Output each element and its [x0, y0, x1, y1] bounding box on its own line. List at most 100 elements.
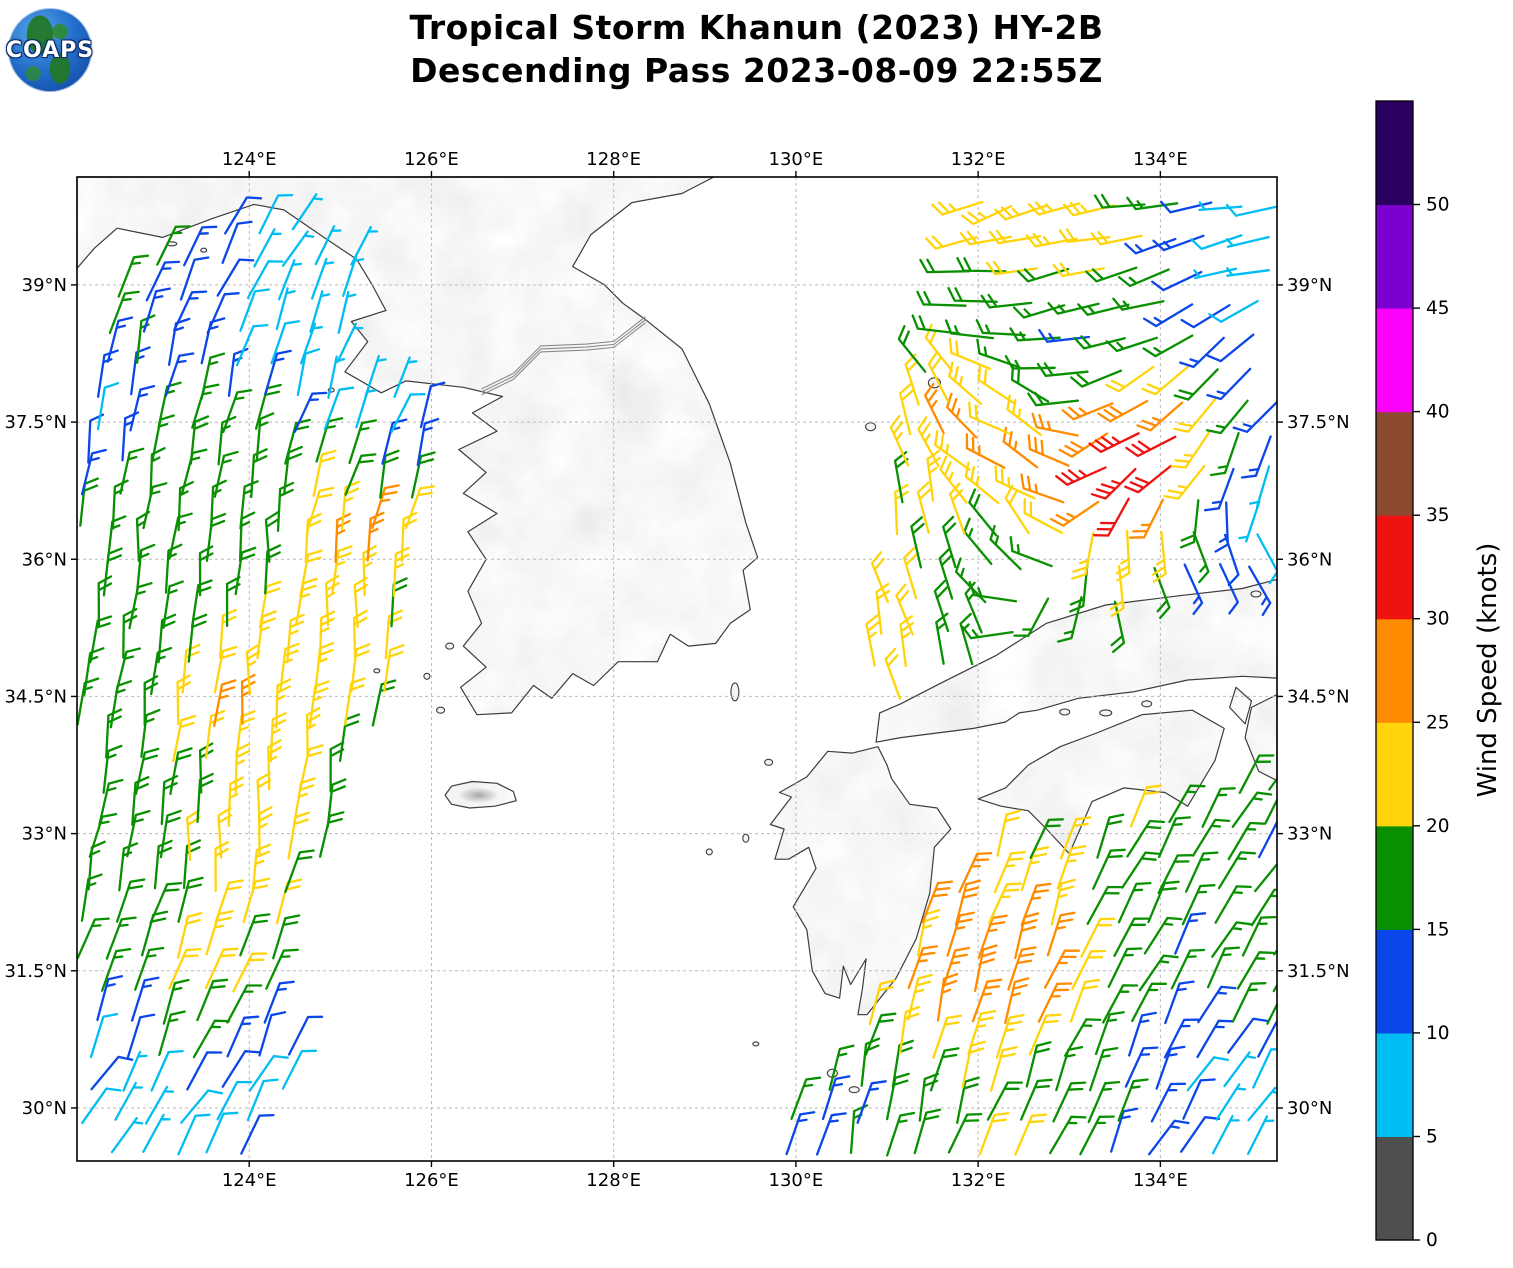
wind-barb [158, 1010, 186, 1057]
wind-barb [293, 777, 316, 826]
wind-barb [1170, 431, 1211, 469]
wind-barb [264, 349, 292, 396]
wind-barb [1246, 1115, 1275, 1156]
colorbar-segment [1376, 515, 1413, 620]
wind-barb [868, 979, 896, 1026]
colorbar-segment [1376, 722, 1413, 827]
wind-barb [283, 445, 303, 496]
wind-barb [886, 1111, 916, 1157]
wind-barb [1036, 362, 1089, 377]
wind-barb [245, 643, 261, 696]
wind-barb [1023, 498, 1064, 534]
wind-barb [1227, 1017, 1269, 1054]
wind-barb [1097, 399, 1149, 423]
wind-barb [899, 383, 914, 436]
small-island [742, 833, 750, 843]
x-tick-label-top: 134°E [1133, 149, 1188, 170]
wind-barb [276, 481, 295, 532]
wind-barb [895, 583, 914, 636]
wind-barb [308, 680, 330, 730]
wind-barb [924, 323, 954, 372]
map-frame [76, 176, 1278, 1162]
wind-barb [150, 646, 173, 696]
wind-barb [80, 448, 107, 496]
small-island [200, 247, 208, 253]
wind-barb [1206, 946, 1241, 989]
colorbar-segment [1376, 308, 1413, 413]
wind-barb-swath-yellow-sea-swath [77, 193, 446, 1156]
wind-barb [1061, 402, 1114, 421]
wind-barb [379, 449, 400, 499]
wind-barb [81, 1087, 122, 1125]
wind-barb [168, 512, 193, 560]
y-tick-label-left: 37.5°N [4, 412, 67, 433]
wind-barb [1223, 1051, 1257, 1088]
wind-barb [324, 574, 340, 627]
wind-barb [1062, 201, 1116, 217]
wind-barb [168, 947, 202, 990]
wind-barb [821, 1075, 851, 1121]
wind-barb [1012, 304, 1066, 319]
wind-barb [1052, 262, 1105, 278]
wind-barb [108, 290, 140, 335]
wind-barb [945, 392, 978, 439]
wind-barb [270, 320, 301, 365]
wind-barb [1211, 921, 1252, 958]
x-tick-label-top: 130°E [769, 149, 824, 170]
wind-barb [1117, 268, 1170, 288]
wind-barb [1182, 1078, 1216, 1120]
wind-barb [410, 451, 436, 499]
wind-barb [314, 225, 342, 266]
wind-barb [993, 850, 1027, 894]
wind-barb [907, 945, 939, 990]
wind-barb [989, 1046, 1018, 1092]
wind-barb [180, 1089, 224, 1124]
wind-barb [956, 1076, 980, 1124]
small-island [373, 668, 381, 674]
wind-barb [258, 1011, 287, 1057]
wind-barb [932, 1014, 963, 1059]
wind-barb [234, 742, 251, 794]
wind-barb [1240, 435, 1272, 479]
wind-barb [947, 1112, 983, 1154]
wind-barb [1055, 1045, 1084, 1092]
coastline-layer [76, 176, 1278, 1094]
wind-barb [1138, 954, 1179, 992]
wind-barb [126, 809, 151, 858]
wind-barb [1147, 880, 1180, 924]
wind-barb [1110, 600, 1126, 654]
small-island [1059, 708, 1071, 716]
wind-barb [105, 708, 123, 759]
wind-barb [1164, 980, 1195, 1025]
dmz-border [481, 316, 646, 396]
wind-barb [913, 1108, 942, 1155]
colorbar-segment [1376, 101, 1413, 206]
wind-barb [198, 545, 214, 597]
wind-barb [221, 220, 253, 264]
wind-barb [129, 384, 156, 432]
wind-barb [1151, 530, 1167, 583]
wind-barb [115, 878, 146, 923]
wind-barb [338, 713, 361, 763]
wind-barb [856, 1080, 887, 1124]
coastline-awaji-island [1229, 686, 1253, 725]
wind-barb-swath-sea-of-japan-swath [865, 193, 1277, 700]
wind-barb [1231, 982, 1267, 1023]
wind-barb [1183, 563, 1204, 616]
wind-barb [1247, 1086, 1277, 1122]
wind-barb [327, 355, 346, 399]
wind-barb [88, 812, 118, 858]
wind-barb [923, 382, 945, 435]
wind-barb [216, 1080, 253, 1121]
wind-barb [248, 1054, 289, 1092]
wind-barb [1086, 885, 1124, 925]
wind-barb [973, 944, 998, 993]
wind-barb [1117, 881, 1152, 924]
small-island [1099, 709, 1113, 717]
wind-barb [864, 1012, 897, 1056]
wind-barb [963, 517, 993, 566]
wind-barb [1013, 597, 1050, 637]
wind-barb [1148, 1119, 1190, 1156]
wind-barb [1191, 818, 1231, 857]
x-tick-label-bottom: 134°E [1133, 1170, 1188, 1191]
